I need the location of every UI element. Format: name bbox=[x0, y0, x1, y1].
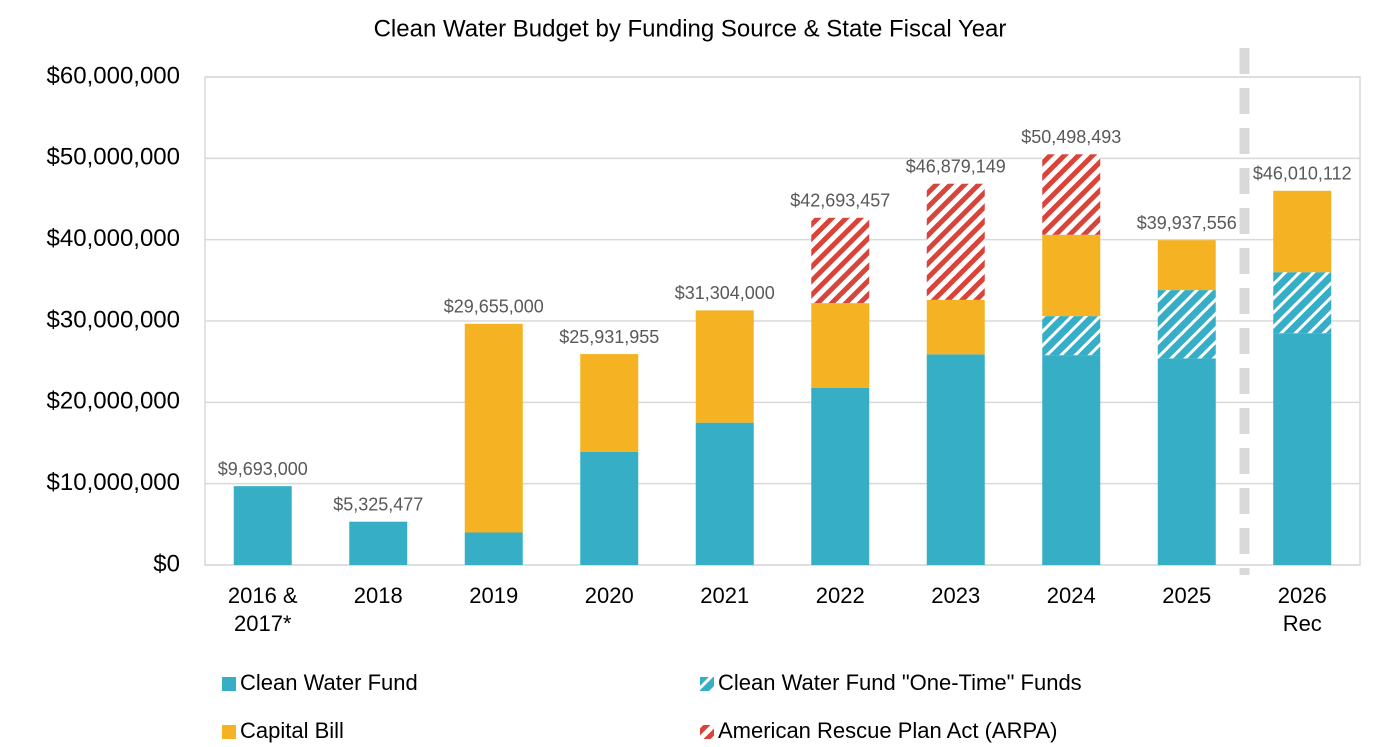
x-tick-label: 2021 bbox=[700, 583, 750, 608]
legend-label: American Rescue Plan Act (ARPA) bbox=[718, 718, 1058, 743]
bar-segment bbox=[580, 354, 639, 452]
legend-label: Clean Water Fund "One-Time" Funds bbox=[718, 670, 1082, 695]
y-tick-label: $50,000,000 bbox=[47, 144, 180, 171]
total-label: $5,325,477 bbox=[333, 494, 423, 514]
total-label: $25,931,955 bbox=[559, 327, 659, 347]
bar-segment bbox=[1157, 290, 1216, 359]
total-label: $9,693,000 bbox=[218, 459, 308, 479]
total-label: $42,693,457 bbox=[790, 191, 890, 211]
y-tick-label: $0 bbox=[153, 550, 180, 577]
legend-swatch bbox=[700, 725, 714, 739]
y-tick-label: $60,000,000 bbox=[47, 62, 180, 89]
chart-title: Clean Water Budget by Funding Source & S… bbox=[374, 15, 1007, 42]
bar-segment bbox=[695, 310, 754, 423]
x-tick-label: 2019 bbox=[469, 583, 519, 608]
plot-border bbox=[204, 76, 1361, 566]
bar-segment bbox=[1273, 190, 1332, 273]
y-tick-label: $10,000,000 bbox=[47, 469, 180, 496]
bar-segment bbox=[464, 532, 523, 565]
bar-segment bbox=[695, 422, 754, 565]
bar-segment bbox=[233, 486, 292, 565]
bar-segment bbox=[1157, 358, 1216, 565]
x-tick-label: 2026 Rec bbox=[1277, 583, 1327, 636]
bar-segment bbox=[464, 323, 523, 533]
legend-swatch bbox=[222, 677, 236, 691]
bar-segment bbox=[1042, 316, 1101, 356]
x-tick-label: 2024 bbox=[1046, 583, 1096, 608]
x-tick-label: 2025 bbox=[1162, 583, 1212, 608]
total-label: $46,010,112 bbox=[1253, 164, 1352, 184]
total-label: $39,937,556 bbox=[1137, 213, 1237, 233]
legend-swatch bbox=[222, 725, 236, 739]
bar-segment bbox=[1273, 272, 1332, 334]
bar-segment bbox=[811, 303, 870, 388]
bar-segment bbox=[1157, 240, 1216, 291]
y-tick-label: $30,000,000 bbox=[47, 306, 180, 333]
bar-segment bbox=[926, 354, 985, 565]
total-label: $50,498,493 bbox=[1021, 127, 1121, 147]
x-tick-label: 2022 bbox=[815, 583, 865, 608]
total-label: $31,304,000 bbox=[675, 283, 775, 303]
x-tick-label: 2023 bbox=[931, 583, 981, 608]
bar-segment bbox=[349, 521, 408, 565]
bar-segment bbox=[926, 299, 985, 355]
bar-segment bbox=[1273, 333, 1332, 565]
x-tick-label: 2016 & 2017* bbox=[227, 583, 298, 636]
bar-segment bbox=[926, 183, 985, 300]
total-label: $29,655,000 bbox=[444, 297, 544, 317]
bar-segment bbox=[1042, 355, 1101, 565]
y-tick-label: $20,000,000 bbox=[47, 388, 180, 415]
legend-swatch bbox=[700, 677, 714, 691]
legend-label: Capital Bill bbox=[240, 718, 344, 743]
x-tick-label: 2020 bbox=[584, 583, 634, 608]
bar-segment bbox=[811, 217, 870, 304]
bar-segment bbox=[1042, 234, 1101, 317]
total-label: $46,879,149 bbox=[906, 156, 1006, 176]
legend-label: Clean Water Fund bbox=[240, 670, 418, 695]
y-tick-label: $40,000,000 bbox=[47, 225, 180, 252]
bar-segment bbox=[580, 451, 639, 565]
x-tick-label: 2018 bbox=[353, 583, 403, 608]
bar-segment bbox=[1042, 154, 1101, 235]
bar-segment bbox=[811, 387, 870, 565]
